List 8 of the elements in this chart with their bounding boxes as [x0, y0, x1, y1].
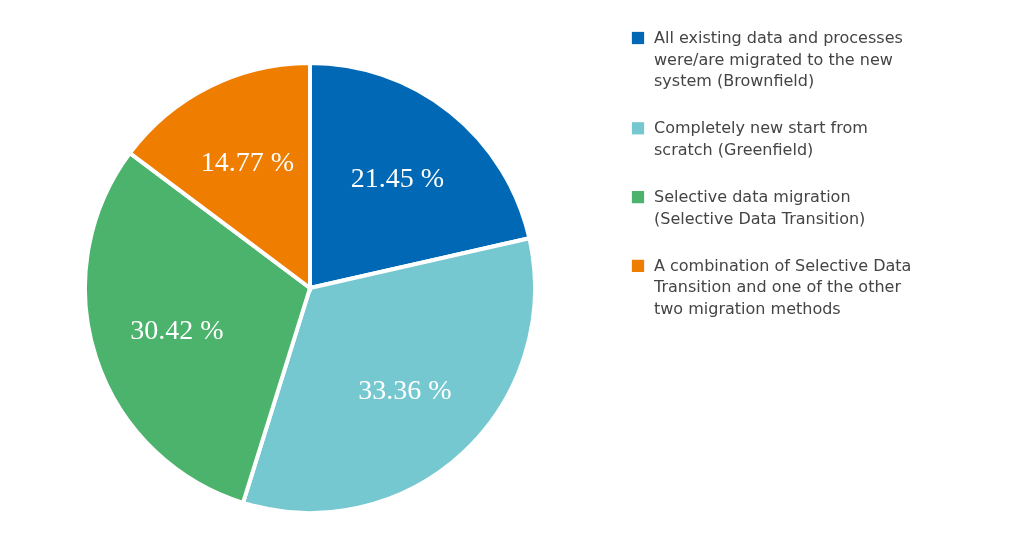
legend-label: Selective data migration (Selective Data Transition) [654, 187, 866, 228]
legend-label: Completely new start from scratch (Greenfield) [654, 118, 868, 159]
data-label: 33.36 % [358, 373, 452, 405]
data-label: 14.77 % [200, 145, 295, 177]
legend-label: All existing data and processes were/are migrated to the new system (Brownfield) [654, 28, 903, 90]
legend-label: A combination of Selective Data Transition and one of the other two migration methods [653, 255, 912, 318]
data-label: 30.42 % [130, 314, 224, 346]
data-label: 21.45 % [350, 161, 445, 193]
